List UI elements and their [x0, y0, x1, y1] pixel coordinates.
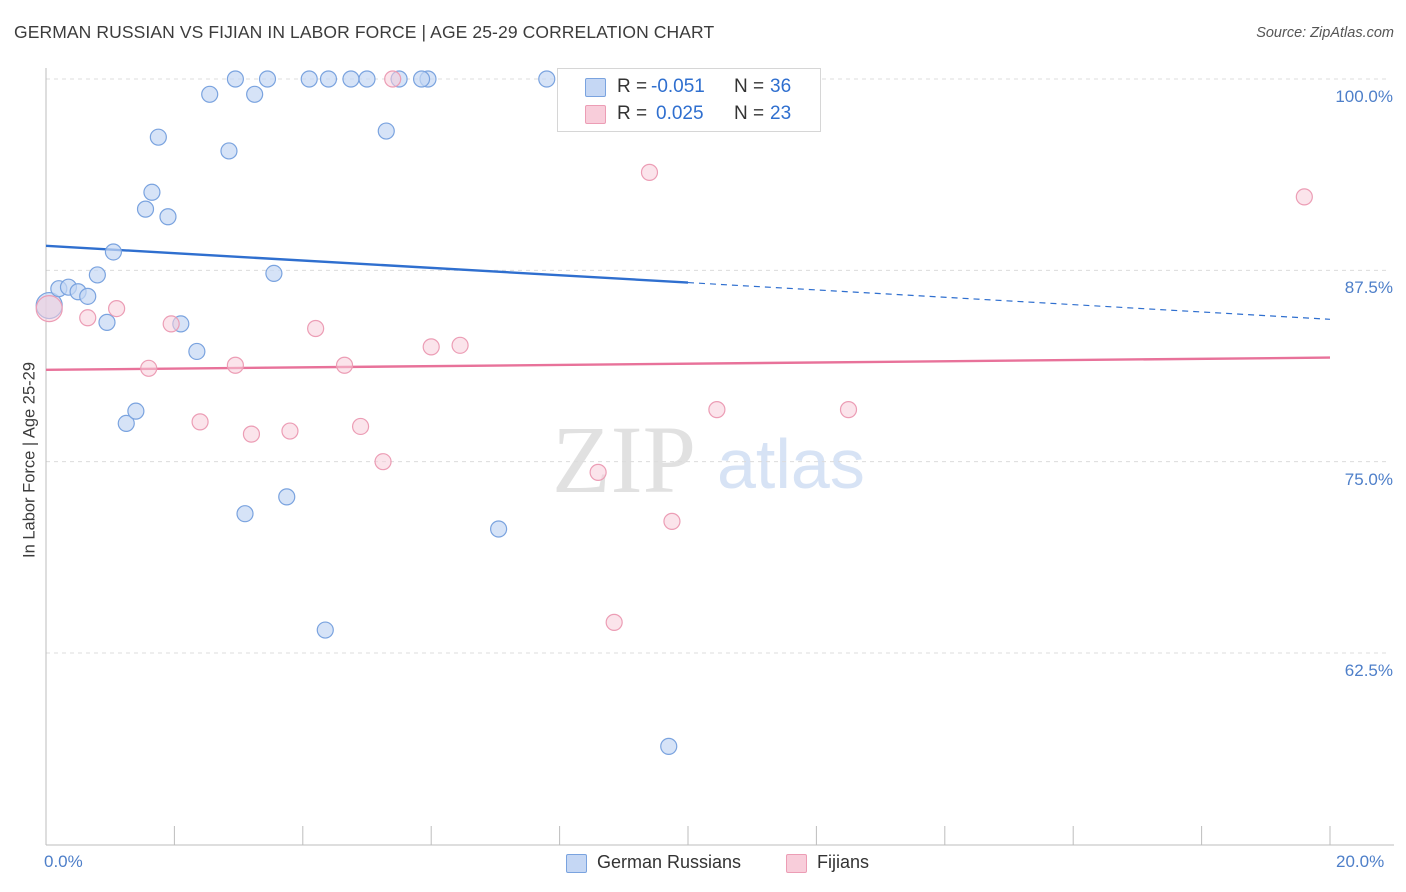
r-value-blue: -0.051 — [651, 76, 705, 97]
point-german-russians — [319, 70, 338, 88]
point-german-russians — [98, 313, 116, 331]
point-german-russians — [316, 621, 334, 639]
point-fijians — [79, 309, 97, 327]
point-german-russians — [278, 488, 296, 506]
point-fijians — [140, 359, 158, 377]
axes — [45, 68, 1394, 846]
r-value-pink: 0.025 — [656, 103, 704, 124]
point-fijians — [226, 356, 244, 374]
n-value-pink: 23 — [770, 103, 792, 124]
point-fijians — [281, 422, 299, 440]
point-fijians — [605, 613, 623, 631]
point-german-russians — [377, 122, 395, 140]
stats-box: R = -0.051 N = 36 R = 0.025 N = 23 — [557, 68, 821, 132]
legend-pink-swatch — [786, 854, 807, 873]
point-german-russians — [104, 243, 123, 261]
watermark: ZIP atlas — [552, 406, 865, 513]
source-label: Source: ZipAtlas.com — [1256, 25, 1394, 41]
watermark-atlas: atlas — [717, 425, 865, 503]
point-german-russians — [149, 128, 167, 146]
point-fijians — [374, 453, 392, 471]
point-fijians — [708, 401, 726, 419]
point-german-russians — [300, 70, 318, 88]
point-german-russians — [79, 287, 97, 305]
point-german-russians — [358, 70, 376, 88]
point-fijians — [307, 319, 325, 338]
legend-blue-swatch — [566, 854, 587, 873]
y-tick-label: 75.0% — [1344, 469, 1393, 489]
trend-line-dashed — [687, 281, 1331, 320]
point-fijians — [663, 512, 681, 530]
pink-swatch — [585, 105, 606, 124]
point-german-russians — [265, 264, 283, 282]
point-fijians — [351, 417, 370, 436]
legend-label-german-russians: German Russians — [597, 852, 742, 872]
point-german-russians — [538, 70, 556, 88]
point-fijians — [839, 401, 858, 419]
x-tick-label-min: 0.0% — [44, 852, 83, 871]
trend-lines — [45, 244, 1331, 372]
blue-swatch — [585, 78, 606, 97]
point-german-russians — [117, 414, 135, 432]
point-fijians — [242, 425, 261, 443]
n-label: N = — [734, 103, 765, 124]
trend-line-solid — [45, 356, 1331, 372]
chart-title: GERMAN RUSSIAN VS FIJIAN IN LABOR FORCE … — [14, 22, 715, 42]
x-tick-label-max: 20.0% — [1336, 852, 1385, 871]
point-german-russians — [660, 737, 678, 755]
trend-line-solid — [45, 244, 689, 284]
point-german-russians — [188, 342, 206, 361]
point-german-russians — [136, 200, 155, 218]
y-tick-label: 87.5% — [1344, 278, 1393, 298]
legend-label-fijians: Fijians — [817, 852, 870, 872]
point-german-russians — [226, 70, 244, 88]
point-german-russians — [412, 70, 431, 88]
point-german-russians — [342, 70, 360, 88]
data-points — [35, 70, 1313, 755]
point-fijians — [451, 336, 469, 354]
n-value-blue: 36 — [770, 76, 792, 97]
stats-row-pink: R = 0.025 N = 23 — [558, 103, 818, 127]
point-german-russians — [143, 183, 161, 201]
stats-row-blue: R = -0.051 N = 36 — [558, 76, 818, 100]
point-german-russians — [159, 208, 177, 226]
point-german-russians — [220, 142, 238, 160]
point-german-russians — [236, 505, 254, 523]
point-fijians — [589, 463, 607, 481]
point-german-russians — [88, 266, 106, 284]
point-german-russians — [201, 85, 219, 103]
point-fijians — [191, 413, 209, 431]
point-german-russians — [127, 402, 145, 420]
point-fijians — [422, 338, 440, 356]
point-fijians — [35, 295, 63, 323]
watermark-zip: ZIP — [552, 406, 696, 513]
point-german-russians — [258, 70, 277, 88]
r-label: R = — [617, 103, 648, 124]
point-german-russians — [246, 85, 264, 103]
point-german-russians — [490, 520, 508, 538]
point-fijians — [640, 163, 659, 181]
point-fijians — [162, 315, 180, 333]
point-fijians — [1295, 188, 1313, 206]
y-tick-label: 62.5% — [1344, 661, 1393, 680]
r-label: R = — [617, 76, 648, 97]
y-tick-label: 100.0% — [1335, 87, 1393, 106]
grid — [46, 78, 1390, 654]
point-fijians — [384, 70, 402, 88]
point-fijians — [335, 356, 354, 374]
n-label: N = — [734, 76, 765, 97]
point-fijians — [108, 300, 126, 318]
